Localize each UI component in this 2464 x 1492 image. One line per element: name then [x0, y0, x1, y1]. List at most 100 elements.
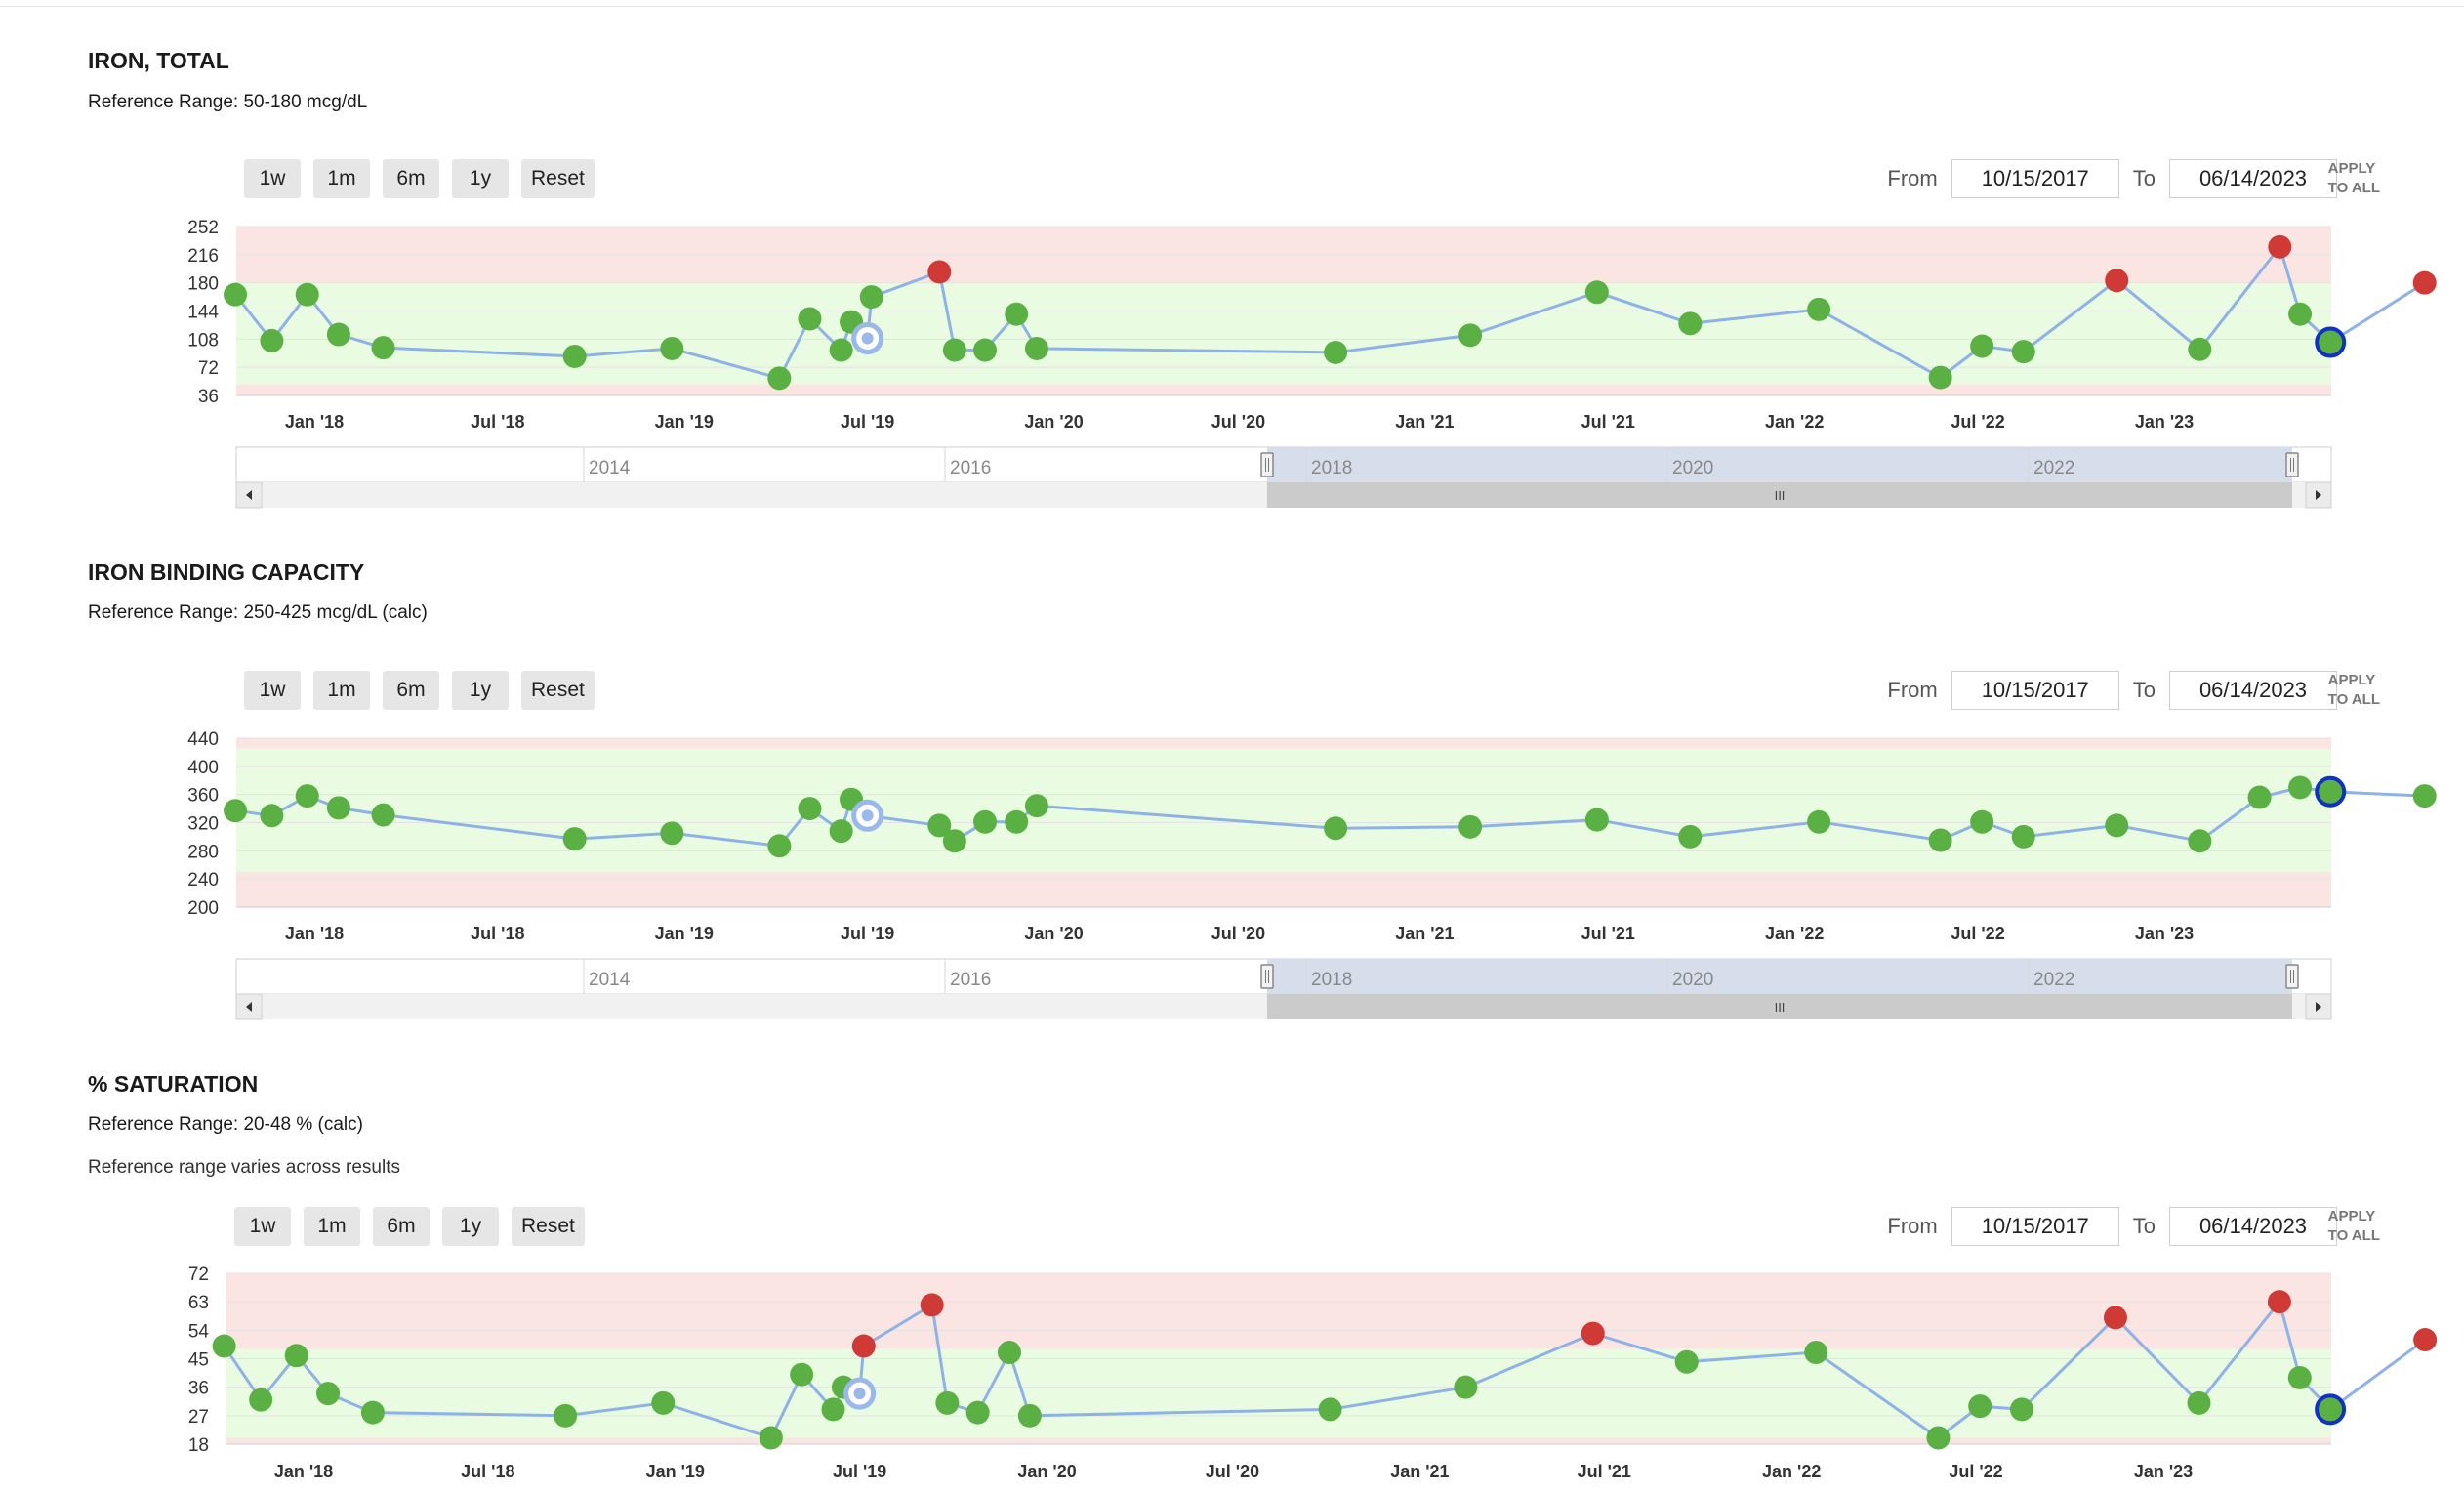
x-tick-label: Jul '19: [833, 1462, 886, 1481]
data-point: [2287, 1365, 2312, 1389]
data-point: [1678, 824, 1703, 849]
navigator-label: 2014: [589, 458, 631, 478]
zoom-1w-button[interactable]: 1w: [244, 159, 301, 198]
navigator-label: 2016: [950, 970, 991, 990]
zoom-1m-button[interactable]: 1m: [313, 671, 370, 710]
zoom-6m-button[interactable]: 6m: [373, 1207, 430, 1246]
x-tick-label: Jan '21: [1395, 924, 1454, 943]
to-date-input[interactable]: [2169, 671, 2337, 710]
abnormal-band-low: [236, 384, 2331, 395]
data-point: [767, 834, 792, 858]
zoom-1m-button[interactable]: 1m: [304, 1207, 360, 1246]
data-point: [371, 803, 395, 827]
date-range: From To: [1873, 159, 2337, 198]
data-point: [1926, 1426, 1951, 1450]
y-tick-label: 72: [198, 358, 219, 379]
data-point: [767, 366, 792, 391]
x-tick-label: Jan '23: [2135, 924, 2194, 943]
x-tick-label: Jan '19: [655, 924, 714, 943]
data-point: [1807, 809, 1831, 834]
to-date-input[interactable]: [2169, 159, 2337, 198]
zoom-reset-button[interactable]: Reset: [521, 671, 595, 710]
reference-range: Reference Range: 50-180 mcg/dL: [88, 92, 368, 112]
zoom-1w-button[interactable]: 1w: [244, 671, 301, 710]
x-tick-label: Jul '20: [1206, 1462, 1259, 1481]
from-date-input[interactable]: [1951, 159, 2119, 198]
navigator-label: 2016: [950, 458, 991, 478]
zoom-reset-button[interactable]: Reset: [521, 159, 595, 198]
normal-band: [236, 748, 2331, 872]
data-point-abnormal: [927, 260, 952, 284]
data-point: [2412, 784, 2437, 808]
data-point-selected-center: [861, 809, 874, 822]
apply-to-all-button[interactable]: APPLY TO ALL: [2328, 1207, 2380, 1246]
data-point: [790, 1362, 814, 1387]
to-label: To: [2132, 1214, 2156, 1238]
zoom-buttons: 1w 1m 6m 1y Reset: [244, 159, 595, 198]
scrollbar-grip: III: [1775, 488, 1786, 503]
reference-note: Reference range varies across results: [88, 1157, 400, 1178]
apply-to-all-button[interactable]: APPLY TO ALL: [2328, 671, 2380, 710]
navigator-handle: [1260, 964, 1274, 989]
data-point: [1968, 1394, 1992, 1419]
zoom-1y-button[interactable]: 1y: [452, 159, 509, 198]
scroll-right-icon: [2316, 1002, 2321, 1012]
to-date-input[interactable]: [2169, 1207, 2337, 1246]
data-point-abnormal: [2268, 234, 2292, 259]
data-point-highlighted: [2315, 1393, 2347, 1426]
zoom-6m-button[interactable]: 6m: [383, 159, 439, 198]
x-tick-label: Jul '22: [1949, 1462, 2002, 1481]
zoom-1m-button[interactable]: 1m: [313, 159, 370, 198]
navigator-selection: [1267, 447, 2292, 482]
navigator-label: 2014: [589, 970, 631, 990]
x-tick-label: Jan '22: [1765, 924, 1824, 943]
x-tick-label: Jan '20: [1024, 924, 1083, 943]
y-tick-label: 400: [187, 758, 219, 778]
data-point: [942, 338, 966, 362]
apply-label: APPLY: [2327, 1208, 2376, 1224]
data-point-abnormal: [2103, 1306, 2127, 1330]
from-date-input[interactable]: [1951, 671, 2119, 710]
top-divider: [0, 6, 2464, 7]
scroll-left-icon: [246, 490, 252, 500]
data-point-abnormal: [2267, 1290, 2291, 1314]
data-point: [973, 809, 998, 834]
to-all-label: TO ALL: [2327, 180, 2380, 196]
y-tick-label: 216: [187, 246, 219, 267]
y-tick-label: 180: [187, 274, 219, 295]
y-tick-label: 200: [187, 898, 219, 919]
data-point: [1928, 365, 1952, 390]
abnormal-band-low: [236, 871, 2331, 907]
x-tick-label: Jan '18: [274, 1462, 333, 1481]
zoom-1w-button[interactable]: 1w: [234, 1207, 291, 1246]
zoom-1y-button[interactable]: 1y: [442, 1207, 499, 1246]
x-tick-label: Jul '19: [841, 924, 894, 943]
data-point: [859, 285, 883, 310]
from-date-input[interactable]: [1951, 1207, 2119, 1246]
x-tick-label: Jan '20: [1024, 412, 1083, 432]
percent-saturation-chart: 72 63 54 45 36 27 18 Jan '18 Jul '18 Jan '19 Jul '…: [188, 1264, 2438, 1481]
y-tick-label: 72: [188, 1264, 209, 1285]
data-point: [1970, 334, 1994, 358]
zoom-1y-button[interactable]: 1y: [452, 671, 509, 710]
data-point: [260, 804, 284, 828]
zoom-6m-button[interactable]: 6m: [383, 671, 439, 710]
y-tick-label: 36: [188, 1379, 209, 1399]
x-tick-label: Jan '19: [646, 1462, 705, 1481]
data-point: [284, 1344, 308, 1368]
y-tick-label: 45: [188, 1350, 209, 1371]
abnormal-band-low: [226, 1437, 2331, 1444]
zoom-reset-button[interactable]: Reset: [512, 1207, 585, 1246]
to-all-label: TO ALL: [2327, 691, 2380, 708]
navigator-handle: [2285, 964, 2299, 989]
data-point: [651, 1390, 676, 1415]
x-tick-label: Jan '18: [285, 412, 344, 432]
y-tick-label: 108: [187, 330, 219, 351]
x-tick-label: Jan '21: [1395, 412, 1454, 432]
navigator-label: 2022: [2033, 970, 2074, 990]
apply-to-all-button[interactable]: APPLY TO ALL: [2328, 159, 2380, 198]
data-point: [759, 1426, 783, 1450]
scrollbar-thumb: [1267, 482, 2292, 508]
data-point: [316, 1382, 341, 1406]
x-tick-label: Jul '21: [1581, 924, 1635, 943]
